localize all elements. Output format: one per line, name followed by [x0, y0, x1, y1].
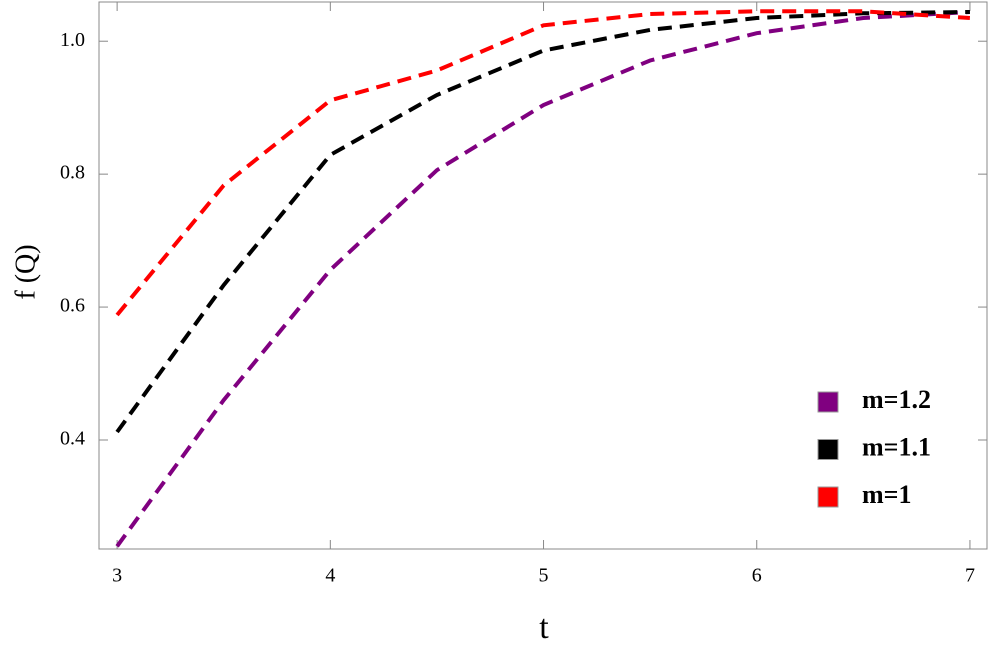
series-line [115, 10, 971, 548]
x-tick-label: 4 [325, 565, 335, 587]
legend-swatch [817, 391, 839, 413]
series-line [115, 10, 970, 434]
legend-label: m=1.1 [862, 432, 931, 461]
y-tick-label: 0.6 [60, 295, 85, 317]
legend-swatch [817, 439, 839, 460]
plot-frame [98, 1, 988, 550]
y-axis-label: f (Q) [10, 244, 41, 299]
legend-swatch [817, 486, 839, 508]
x-axis-label: t [539, 609, 549, 645]
y-tick-label: 0.4 [60, 428, 85, 450]
y-tick-label: 1.0 [60, 29, 85, 51]
x-tick-label: 6 [752, 565, 762, 587]
legend-label: m=1 [862, 480, 911, 509]
series-line [115, 9, 971, 317]
x-tick-label: 5 [539, 565, 549, 587]
x-tick-label: 3 [112, 565, 122, 587]
legend-label: m=1.2 [862, 385, 931, 414]
y-tick-label: 0.8 [60, 162, 85, 184]
x-tick-label: 7 [965, 565, 975, 587]
